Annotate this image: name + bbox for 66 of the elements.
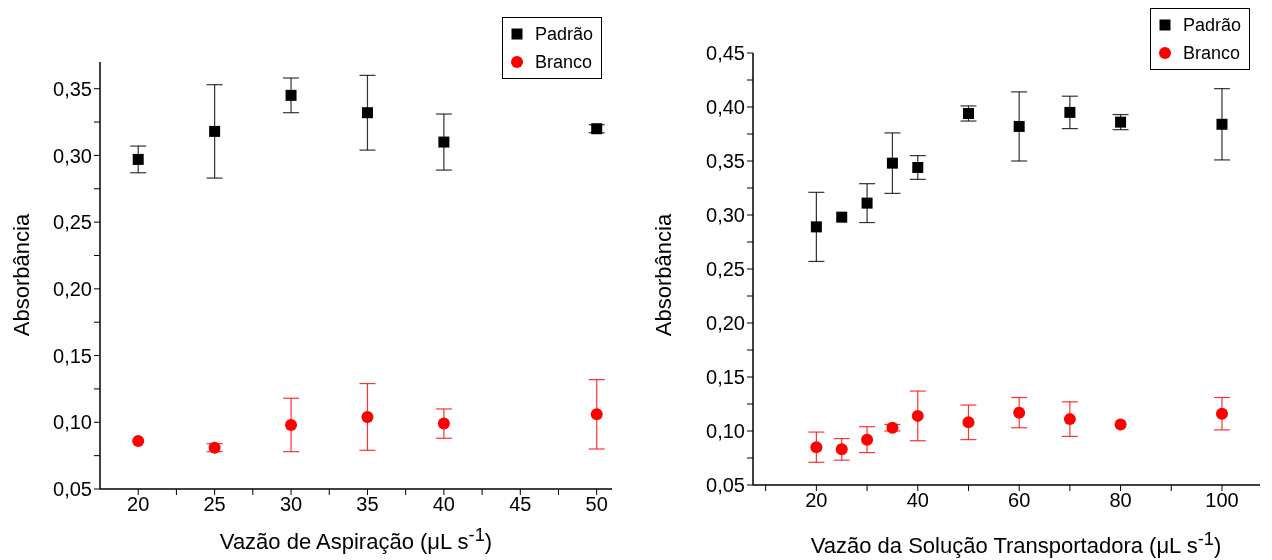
point: [886, 157, 898, 169]
point: [836, 211, 848, 223]
point: [1216, 118, 1228, 130]
y-tick-label: 0,25: [53, 211, 92, 234]
y-tick-label: 0,05: [706, 474, 745, 497]
y-axis-title: Absorbância: [9, 213, 35, 337]
x-axis-title: Vazão da Solução Transportadora (μL s$^{-1}$): [810, 528, 1222, 560]
y-tick-label: 0,30: [53, 144, 92, 167]
point: [1013, 120, 1025, 132]
y-tick-label: 0,35: [706, 150, 745, 173]
point: [361, 410, 374, 423]
x-tick-label: 80: [1109, 489, 1132, 512]
legend-label: Branco: [534, 51, 592, 74]
point: [1063, 413, 1076, 426]
point: [1064, 106, 1076, 118]
y-tick-label: 0,10: [706, 420, 745, 443]
point: [835, 443, 848, 456]
point: [962, 416, 975, 429]
point: [1115, 116, 1127, 128]
x-tick-label: 50: [585, 493, 608, 516]
legend-label: Branco: [1182, 42, 1240, 65]
y-tick-label: 0,10: [53, 411, 92, 434]
point: [962, 107, 974, 119]
y-tick-label: 0,20: [53, 277, 92, 300]
point: [810, 221, 822, 233]
x-tick-label: 35: [356, 493, 379, 516]
y-tick-label: 0,30: [706, 204, 745, 227]
y-tick-label: 0,40: [706, 96, 745, 119]
point: [132, 153, 144, 165]
point: [1013, 406, 1026, 419]
x-tick-label: 20: [127, 493, 150, 516]
x-tick-label: 20: [805, 489, 828, 512]
y-tick-label: 0,45: [706, 42, 745, 65]
legend-label: Padrão: [534, 23, 593, 46]
y-tick-label: 0,20: [706, 312, 745, 335]
point: [1114, 418, 1127, 431]
y-tick-label: 0,05: [53, 478, 92, 501]
y-tick-label: 0,35: [53, 77, 92, 100]
point: [590, 408, 603, 421]
x-tick-label: 60: [1008, 489, 1031, 512]
point: [132, 434, 145, 447]
point: [437, 417, 450, 430]
point: [285, 418, 298, 431]
x-tick-label: 40: [432, 493, 456, 516]
point: [861, 197, 873, 209]
point: [285, 89, 297, 101]
point: [810, 441, 823, 454]
x-tick-label: 45: [509, 493, 532, 516]
x-tick-label: 30: [279, 493, 303, 516]
x-tick-label: 25: [203, 493, 226, 516]
point: [886, 421, 899, 434]
point: [912, 161, 924, 173]
y-tick-label: 0,15: [706, 366, 745, 389]
x-axis-title: Vazão de Aspiração (μL s$^{-1}$): [219, 524, 493, 556]
point: [438, 136, 450, 148]
point: [1215, 407, 1228, 420]
point: [861, 433, 874, 446]
x-tick-label: 100: [1205, 489, 1239, 512]
x-tick-label: 40: [906, 489, 929, 512]
point: [911, 409, 924, 422]
y-tick-label: 0,25: [706, 258, 745, 281]
y-axis-title: Absorbância: [651, 213, 677, 337]
point: [361, 107, 373, 119]
point: [209, 125, 221, 137]
y-tick-label: 0,15: [53, 344, 92, 367]
legend-label: Padrão: [1182, 14, 1241, 37]
